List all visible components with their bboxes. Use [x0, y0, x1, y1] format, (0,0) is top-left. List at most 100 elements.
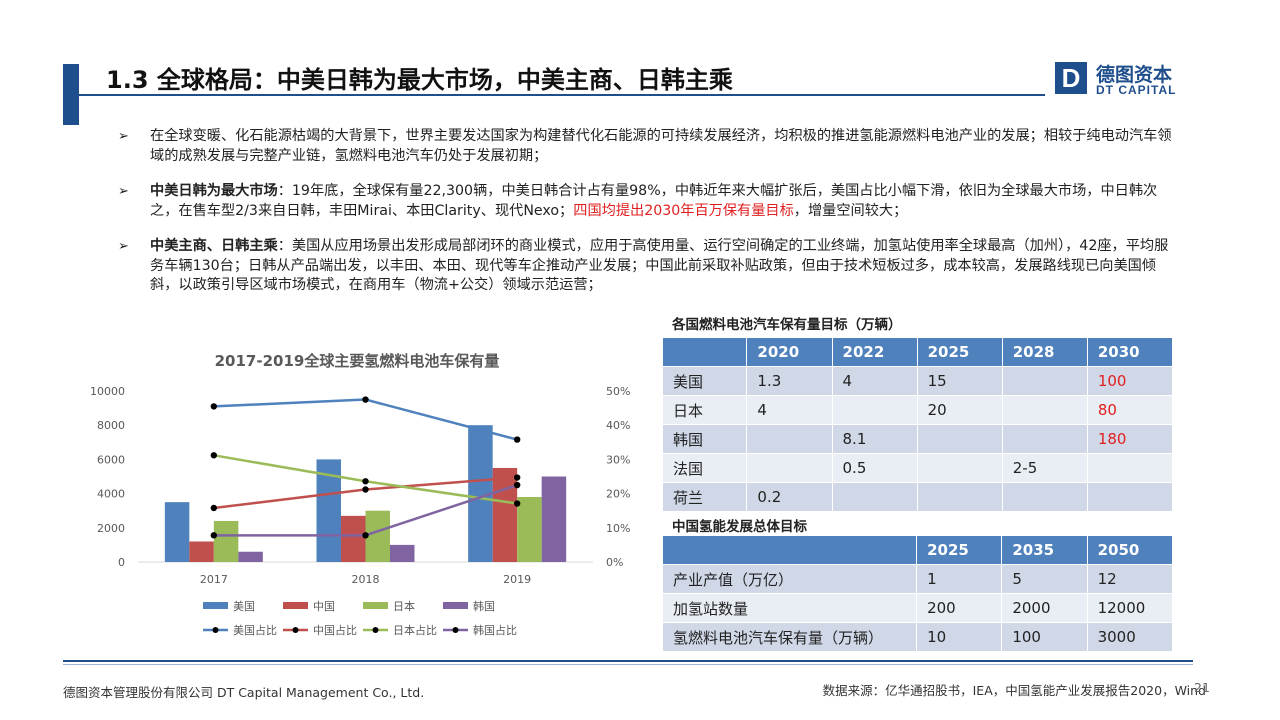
table-header-cell: 2020	[746, 337, 833, 367]
legend-label: 日本占比	[393, 623, 437, 637]
bullet-highlight: 四国均提出2030年百万保有量目标	[573, 202, 794, 219]
table-cell	[1086, 482, 1174, 512]
y-tick-label: 6000	[97, 453, 125, 466]
legend-label: 中国	[313, 600, 335, 613]
table-header-row: 2020 2022 2025 2028 2030	[661, 337, 1174, 367]
legend-marker	[452, 627, 459, 633]
footer-rule	[63, 660, 1193, 662]
title-accent-bar	[63, 64, 79, 125]
y2-tick-label: 20%	[606, 488, 630, 501]
bullet-text: ：美国从应用场景出发形成局部闭环的商业模式，应用于高使用量、运行空间确定的工业终…	[150, 238, 1169, 293]
footer-company: 德图资本管理股份有限公司 DT Capital Management Co., …	[63, 685, 425, 700]
bar-日本	[517, 497, 542, 562]
x-tick-label: 2018	[352, 573, 380, 586]
table-header-cell	[661, 535, 918, 565]
table-cell: 180	[1086, 424, 1174, 454]
table1-caption: 各国燃料电池汽车保有量目标（万辆）	[672, 317, 902, 333]
table-cell: 2000	[1001, 593, 1088, 623]
legend-label: 中国占比	[313, 623, 357, 637]
table-cell: 100	[1001, 622, 1088, 652]
table-cell	[1001, 395, 1088, 425]
legend-swatch	[443, 602, 468, 609]
y-tick-label: 2000	[97, 522, 125, 535]
country-target-table: 2020 2022 2025 2028 2030 美国 1.3 4 15 100 日本 4 20 80 韩国…	[661, 337, 1174, 512]
table-cell: 4	[831, 366, 918, 396]
chart-svg: 2017-2019全球主要氢燃料电池车保有量 0 2000 4000 6000 8000 1…	[90, 352, 630, 637]
table-cell: 产业产值（万亿）	[661, 564, 918, 594]
table-cell: 2-5	[1001, 453, 1088, 483]
bar-韩国	[238, 551, 263, 562]
bullet-item: ➢ 在全球变暖、化石能源枯竭的大背景下，世界主要发达国家为构建替代化石能源的可持…	[118, 127, 1178, 166]
table-cell: 80	[1086, 395, 1174, 425]
point-韩国占比	[362, 532, 369, 539]
bar-中国	[492, 467, 518, 562]
table-row: 产业产值（万亿） 1 5 12	[661, 564, 1174, 594]
point-美国占比	[513, 436, 521, 443]
table-cell: 荷兰	[661, 482, 748, 512]
legend-label: 韩国	[473, 599, 495, 613]
legend-label: 韩国占比	[473, 623, 517, 637]
table-cell: 10	[916, 622, 1003, 652]
legend-swatch	[363, 602, 388, 609]
table-cell	[831, 395, 918, 425]
bar-中国	[341, 515, 366, 562]
title-underline	[79, 94, 1045, 96]
table-cell: 12	[1086, 564, 1174, 594]
arrow-bullet-icon: ➢	[118, 129, 129, 144]
table-header-cell: 2028	[1001, 337, 1088, 367]
table-cell: 4	[746, 395, 833, 425]
bullet-list: ➢ 在全球变暖、化石能源枯竭的大背景下，世界主要发达国家为构建替代化石能源的可持…	[118, 127, 1178, 312]
y2-tick-label: 0%	[606, 556, 623, 569]
table-header-row: 2025 2035 2050	[661, 535, 1174, 565]
table-cell	[916, 453, 1003, 483]
table-cell: 0.5	[831, 453, 918, 483]
table-cell: 12000	[1086, 593, 1174, 623]
bullet-tail: ，增量空间较大；	[793, 202, 908, 219]
table-row: 美国 1.3 4 15 100	[661, 366, 1174, 396]
bar-日本	[213, 520, 239, 562]
legend-marker	[372, 627, 379, 633]
table-cell	[831, 482, 918, 512]
point-中国占比	[362, 486, 369, 493]
table-row: 日本 4 20 80	[661, 395, 1174, 425]
table-cell: 8.1	[831, 424, 918, 454]
table-cell: 15	[916, 366, 1003, 396]
table-header-cell: 2025	[916, 535, 1003, 565]
table-row: 氢燃料电池汽车保有量（万辆） 10 100 3000	[661, 622, 1174, 652]
table-header-cell: 2025	[916, 337, 1003, 367]
point-韩国占比	[210, 532, 218, 539]
logo-cn-text: 德图资本	[1096, 64, 1173, 86]
table-cell: 1	[916, 564, 1003, 594]
bullet-item: ➢ 中美主商、日韩主乘：美国从应用场景出发形成局部闭环的商业模式，应用于高使用量…	[118, 237, 1178, 296]
table-cell	[1001, 482, 1088, 512]
table-cell: 1.3	[746, 366, 833, 396]
table-cell	[1001, 366, 1088, 396]
logo-en-text: DT CAPITAL	[1096, 83, 1177, 97]
china-target-table: 2025 2035 2050 产业产值（万亿） 1 5 12 加氢站数量 200 2000 1200…	[661, 535, 1174, 652]
arrow-bullet-icon: ➢	[118, 239, 129, 254]
y-tick-label: 8000	[97, 419, 125, 432]
bar-韩国	[541, 476, 567, 562]
legend-label: 美国占比	[233, 623, 277, 637]
y-tick-label: 4000	[97, 488, 125, 501]
table-cell	[916, 424, 1003, 454]
table-cell: 法国	[661, 453, 748, 483]
table-header-cell: 2022	[831, 337, 918, 367]
bullet-text: ：19年底，全球保有量22,300辆，中美日韩合计占有量98%，中韩近年来大幅扩…	[150, 183, 1158, 219]
legend-marker	[212, 627, 219, 633]
table-cell: 韩国	[661, 424, 748, 454]
table-cell: 3000	[1086, 622, 1174, 652]
table-header-cell: 2050	[1086, 535, 1174, 565]
table-header-cell: 2030	[1086, 337, 1174, 367]
bullet-heading: 中美主商、日韩主乘	[150, 238, 278, 254]
y2-tick-label: 40%	[606, 419, 630, 432]
table-header-cell	[661, 337, 748, 367]
bar-日本	[365, 510, 390, 562]
table2-caption: 中国氢能发展总体目标	[672, 519, 807, 535]
point-中国占比	[210, 504, 218, 512]
table-cell: 氢燃料电池汽车保有量（万辆）	[661, 622, 918, 652]
page-number: 21	[1194, 680, 1210, 695]
arrow-bullet-icon: ➢	[118, 184, 129, 199]
table-cell: 0.2	[746, 482, 833, 512]
point-美国占比	[362, 396, 369, 403]
